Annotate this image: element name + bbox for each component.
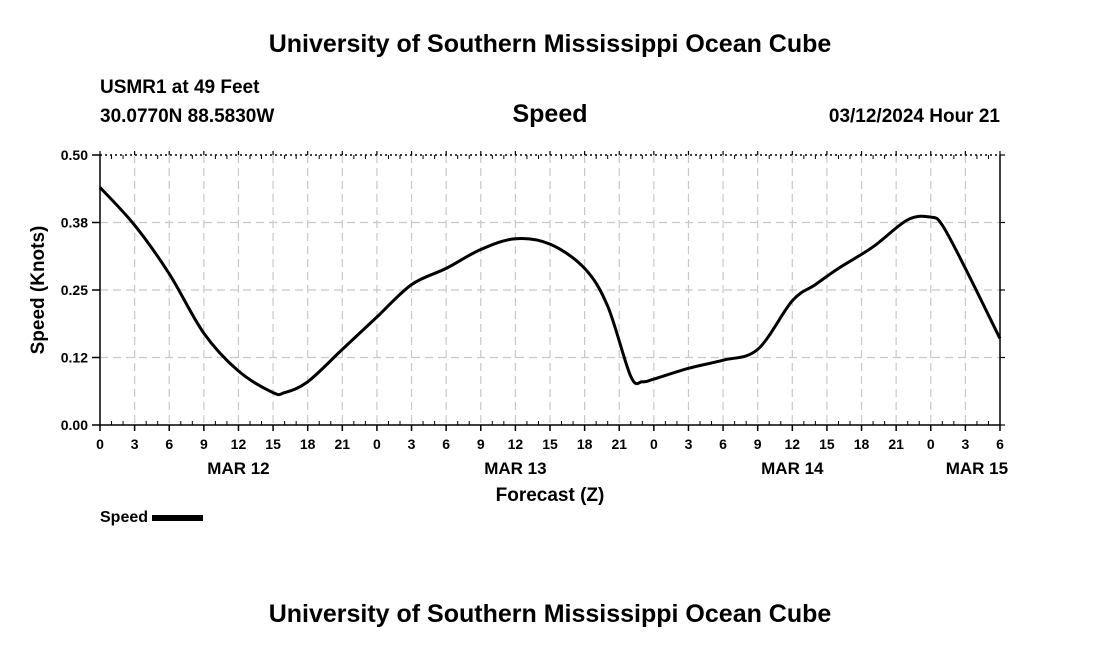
x-tick-label: 15 (819, 436, 835, 452)
x-tick-label: 21 (335, 436, 351, 452)
x-tick-label: 12 (508, 436, 524, 452)
date-label: MAR 12 (207, 459, 269, 478)
x-tick-label: 21 (888, 436, 904, 452)
x-tick-label: 9 (200, 436, 208, 452)
x-tick-label: 6 (996, 436, 1004, 452)
x-tick-label: 3 (685, 436, 693, 452)
x-tick-label: 6 (165, 436, 173, 452)
station-label: USMR1 at 49 Feet (100, 77, 260, 98)
x-tick-label: 0 (96, 436, 104, 452)
legend: Speed (100, 509, 204, 527)
date-label: MAR 13 (484, 459, 546, 478)
date-label: MAR 14 (761, 459, 824, 478)
x-tick-label: 12 (785, 436, 801, 452)
y-tick-label: 0.50 (61, 147, 88, 163)
x-tick-label: 18 (300, 436, 316, 452)
date-label: MAR 15 (946, 459, 1008, 478)
forecast-date-label: 03/12/2024 Hour 21 (828, 106, 1000, 127)
x-tick-label: 0 (650, 436, 658, 452)
x-tick-label: 18 (854, 436, 870, 452)
y-tick-label: 0.25 (61, 282, 88, 298)
x-tick-label: 9 (477, 436, 485, 452)
legend-swatch (152, 515, 204, 521)
x-tick-label: 3 (131, 436, 139, 452)
x-tick-label: 18 (577, 436, 593, 452)
x-tick-label: 0 (373, 436, 381, 452)
x-tick-label: 6 (719, 436, 727, 452)
series-line-speed (98, 186, 1002, 397)
chart-title: University of Southern Mississippi Ocean… (268, 30, 832, 58)
x-tick-label: 6 (442, 436, 450, 452)
x-tick-label: 0 (927, 436, 935, 452)
footer-title: University of Southern Mississippi Ocean… (268, 600, 832, 628)
x-axis-title: Forecast (Z) (496, 485, 605, 506)
y-tick-label: 0.12 (61, 350, 88, 366)
x-tick-label: 12 (231, 436, 247, 452)
x-tick-label: 21 (611, 436, 627, 452)
legend-label: Speed (100, 509, 149, 526)
x-tick-label: 9 (754, 436, 762, 452)
x-tick-label: 15 (265, 436, 281, 452)
x-tick-label: 15 (542, 436, 558, 452)
y-tick-label: 0.00 (61, 417, 88, 433)
x-tick-label: 3 (408, 436, 416, 452)
x-tick-label: 3 (961, 436, 969, 452)
y-axis-title: Speed (Knots) (28, 226, 49, 355)
y-tick-label: 0.38 (61, 215, 88, 231)
parameter-title: Speed (512, 100, 588, 128)
coordinates-label: 30.0770N 88.5830W (100, 106, 275, 127)
